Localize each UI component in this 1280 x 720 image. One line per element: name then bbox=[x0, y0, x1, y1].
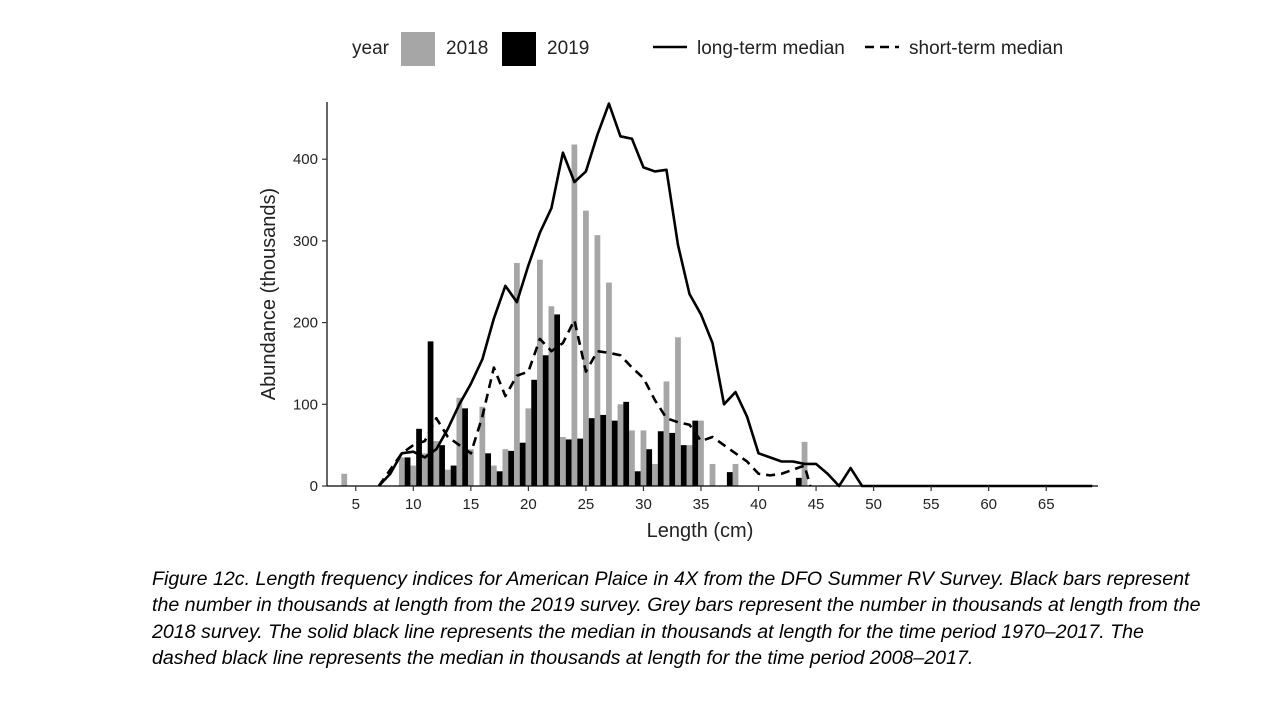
bar-2019-21.5 bbox=[542, 355, 549, 486]
x-tick-label: 65 bbox=[1038, 496, 1055, 513]
bar-2019-34.5 bbox=[692, 420, 699, 486]
bar-2018-15 bbox=[467, 449, 474, 486]
bar-2019-24.5 bbox=[577, 438, 584, 486]
y-axis-title: Abundance (thousands) bbox=[258, 188, 280, 400]
bar-2019-16.5 bbox=[485, 453, 491, 486]
bar-2019-10.5 bbox=[416, 428, 422, 486]
x-axis-title: Length (cm) bbox=[647, 520, 754, 542]
legend-label-short-term-median: short-term median bbox=[909, 38, 1063, 59]
y-tick-label: 300 bbox=[293, 233, 318, 250]
bar-2018-24 bbox=[571, 144, 578, 487]
bar-2019-30.5 bbox=[646, 449, 653, 486]
bar-2019-13.5 bbox=[450, 465, 457, 486]
bar-2018-10 bbox=[410, 465, 417, 486]
y-tick-label: 0 bbox=[310, 478, 318, 495]
figure-caption: Figure 12c. Length frequency indices for… bbox=[152, 568, 1201, 669]
bar-2018-36 bbox=[709, 463, 716, 486]
bar-2018-20 bbox=[525, 408, 532, 486]
x-tick-label: 35 bbox=[693, 496, 710, 513]
plot-area bbox=[341, 102, 1093, 488]
legend-title: year bbox=[352, 38, 390, 59]
bar-2019-33.5 bbox=[680, 445, 687, 486]
bar-2019-17.5 bbox=[496, 471, 503, 486]
bar-2018-28 bbox=[617, 404, 624, 486]
x-tick-label: 10 bbox=[405, 496, 422, 513]
x-tick-label: 60 bbox=[980, 496, 997, 513]
bar-2019-14.5 bbox=[462, 408, 468, 486]
bar-2019-22.5 bbox=[554, 314, 561, 486]
line-short-term-median bbox=[377, 318, 812, 487]
y-tick-label: 400 bbox=[293, 151, 318, 168]
y-axis: 0 100 200 300 400 bbox=[293, 102, 328, 495]
bar-2019-37.5 bbox=[726, 472, 733, 486]
bar-2018-22 bbox=[548, 306, 555, 486]
bar-2019-12.5 bbox=[439, 445, 445, 486]
bar-2019-31.5 bbox=[657, 431, 664, 486]
x-tick-label: 5 bbox=[352, 496, 360, 513]
bar-2018-13 bbox=[444, 469, 451, 486]
bar-2018-34 bbox=[686, 445, 693, 486]
bar-2018-16 bbox=[479, 406, 486, 486]
bar-2018-25 bbox=[583, 210, 589, 486]
bar-2019-19.5 bbox=[519, 442, 526, 486]
legend-swatch-2018 bbox=[401, 32, 435, 66]
legend-label-long-term-median: long-term median bbox=[697, 38, 845, 59]
x-tick-label: 20 bbox=[520, 496, 537, 513]
bar-2019-23.5 bbox=[565, 439, 572, 486]
bar-2018-9 bbox=[398, 457, 405, 486]
x-tick-label: 15 bbox=[462, 496, 479, 513]
bar-2019-32.5 bbox=[669, 432, 676, 486]
x-axis: 5 10 15 20 25 30 35 40 45 50 55 60 65 bbox=[327, 485, 1098, 513]
bar-2018-33 bbox=[675, 337, 681, 486]
bar-2018-31 bbox=[652, 463, 658, 486]
y-tick-label: 200 bbox=[293, 315, 318, 332]
bar-2019-28.5 bbox=[623, 401, 630, 486]
bar-2018-18 bbox=[502, 449, 509, 486]
bar-2018-26 bbox=[594, 235, 601, 486]
bar-2018-32 bbox=[663, 381, 670, 486]
bar-2019-43.5 bbox=[795, 477, 802, 486]
x-tick-label: 55 bbox=[923, 496, 940, 513]
legend-label-2018: 2018 bbox=[446, 38, 488, 59]
bar-2018-23 bbox=[560, 436, 566, 486]
x-tick-label: 30 bbox=[635, 496, 652, 513]
x-tick-label: 40 bbox=[750, 496, 767, 513]
bar-2018-11 bbox=[421, 453, 428, 486]
legend-swatch-2019 bbox=[502, 32, 536, 66]
bar-2018-14 bbox=[456, 397, 463, 486]
bar-2019-26.5 bbox=[600, 414, 607, 486]
bar-2018-30 bbox=[640, 430, 647, 486]
bar-2018-12 bbox=[433, 441, 440, 486]
y-tick-label: 100 bbox=[293, 396, 318, 413]
bar-2018-17 bbox=[490, 465, 497, 486]
x-tick-label: 50 bbox=[865, 496, 882, 513]
bar-2019-11.5 bbox=[427, 341, 434, 486]
x-tick-label: 25 bbox=[578, 496, 595, 513]
legend: year 2018 2019 long-term median short-te… bbox=[352, 32, 1063, 66]
bar-2018-29 bbox=[629, 430, 635, 486]
bar-2018-4 bbox=[341, 473, 348, 486]
bar-2018-35 bbox=[698, 420, 704, 486]
legend-label-2019: 2019 bbox=[547, 38, 589, 59]
bar-2019-20.5 bbox=[531, 379, 538, 486]
bar-2018-27 bbox=[606, 282, 612, 486]
bar-2019-9.5 bbox=[404, 457, 411, 486]
bar-2018-38 bbox=[732, 463, 739, 486]
bar-2019-25.5 bbox=[588, 418, 595, 486]
bar-2019-18.5 bbox=[508, 450, 514, 486]
bar-2018-21 bbox=[537, 259, 543, 486]
x-tick-label: 45 bbox=[808, 496, 825, 513]
bar-2019-29.5 bbox=[634, 471, 641, 486]
chart: year 2018 2019 long-term median short-te… bbox=[258, 32, 1098, 542]
line-long-term-median bbox=[377, 102, 1093, 488]
bar-2019-27.5 bbox=[611, 420, 618, 486]
